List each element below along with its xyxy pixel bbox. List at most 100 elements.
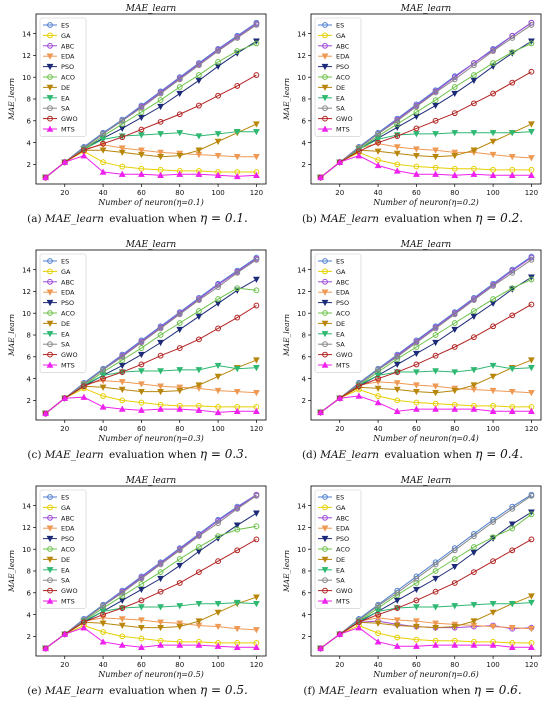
- series-line: [320, 617, 532, 649]
- x-tick-label: 60: [412, 661, 421, 669]
- data-point: [157, 103, 164, 111]
- data-point: [490, 60, 496, 66]
- x-tick-label: 40: [374, 425, 383, 433]
- legend-label: GWO: [336, 587, 353, 595]
- data-point: [413, 170, 420, 177]
- data-point: [215, 59, 221, 65]
- x-tick-label: 80: [450, 189, 459, 197]
- x-tick-label: 20: [60, 189, 69, 197]
- legend-item: MTS: [43, 597, 75, 606]
- legend-marker: [46, 289, 54, 296]
- legend-marker: [47, 587, 53, 594]
- legend-label: ABC: [61, 514, 75, 522]
- data-point: [195, 147, 203, 154]
- data-point: [470, 147, 478, 154]
- data-point: [490, 323, 496, 330]
- data-point: [253, 121, 260, 128]
- legend-item: ES: [318, 22, 344, 30]
- data-point: [157, 588, 164, 595]
- x-axis-label: Number of neuron(η=0.2): [372, 198, 479, 207]
- y-tick-label: 2: [302, 397, 306, 405]
- data-point: [176, 326, 184, 334]
- data-point: [253, 154, 260, 161]
- data-point: [413, 642, 420, 649]
- legend-marker: [46, 125, 54, 132]
- series-line: [320, 494, 532, 649]
- figure-caption: (a) MAE_learn evaluation when η = 0.1.: [0, 211, 275, 225]
- data-point: [138, 635, 145, 642]
- legend-marker: [322, 587, 328, 594]
- caption-title: MAE_learn: [44, 685, 104, 697]
- legend-marker: [47, 504, 53, 511]
- data-point: [215, 296, 221, 302]
- series-line: [320, 602, 532, 649]
- data-point: [42, 644, 49, 652]
- data-point: [528, 171, 535, 178]
- data-point: [176, 111, 183, 118]
- legend-label: ACO: [61, 310, 75, 318]
- data-point: [413, 339, 420, 346]
- data-point: [451, 344, 458, 350]
- data-point: [489, 535, 497, 542]
- data-point: [471, 544, 477, 550]
- data-point: [196, 72, 202, 78]
- data-point: [528, 357, 535, 364]
- data-point: [432, 97, 439, 103]
- legend-label: MTS: [61, 598, 75, 606]
- legend-marker: [322, 577, 328, 584]
- series-line: [45, 627, 257, 649]
- data-point: [118, 641, 126, 648]
- data-point: [451, 623, 459, 631]
- legend-label: GWO: [336, 351, 353, 359]
- x-tick-label: 60: [412, 189, 421, 197]
- data-point: [99, 638, 107, 645]
- data-point: [253, 40, 260, 47]
- data-point: [176, 620, 184, 627]
- figure-caption: (d) MAE_learn evaluation when η = 0.4.: [275, 447, 550, 461]
- data-point: [118, 362, 126, 370]
- x-tick-label: 120: [525, 425, 538, 433]
- series-line: [320, 71, 532, 178]
- caption-label: (d): [301, 449, 317, 461]
- legend-marker: [322, 74, 328, 80]
- y-tick-label: 14: [22, 266, 31, 274]
- legend-marker: [322, 32, 328, 39]
- legend-item: MTS: [43, 361, 75, 370]
- data-point: [528, 128, 535, 136]
- x-axis-label: Number of neuron(η=0.4): [372, 434, 479, 443]
- figure-caption: (c) MAE_learn evaluation when η = 0.3.: [0, 447, 275, 461]
- x-axis-label: Number of neuron(η=0.1): [97, 198, 204, 207]
- data-point: [432, 332, 439, 338]
- data-point: [451, 405, 459, 412]
- legend-marker: [47, 258, 53, 264]
- data-point: [119, 163, 126, 170]
- legend-marker: [321, 125, 329, 132]
- data-point: [214, 623, 222, 631]
- data-point: [490, 558, 496, 565]
- y-tick-label: 6: [302, 353, 307, 361]
- y-tick-label: 6: [302, 589, 307, 597]
- y-axis-label: MAE_learn: [282, 314, 291, 357]
- legend-label: ABC: [336, 278, 350, 286]
- chart-title: MAE_learn: [400, 240, 452, 250]
- data-point: [394, 605, 401, 611]
- legend-marker: [47, 42, 53, 49]
- data-point: [119, 357, 126, 363]
- data-point: [99, 168, 107, 175]
- data-point: [253, 510, 260, 517]
- caption-label: (a): [27, 213, 42, 225]
- data-point: [508, 407, 516, 414]
- data-point: [176, 130, 184, 137]
- legend-marker: [46, 299, 54, 307]
- legend-label: MTS: [61, 126, 75, 134]
- data-point: [195, 170, 203, 177]
- caption-text: evaluation when: [384, 449, 472, 461]
- data-point: [100, 366, 106, 373]
- legend-item: DE: [318, 556, 345, 564]
- legend-item: PSO: [318, 63, 349, 71]
- data-point: [470, 382, 478, 389]
- legend-marker: [321, 331, 329, 338]
- data-point: [196, 62, 202, 69]
- legend-marker: [322, 22, 328, 28]
- x-tick-label: 60: [137, 189, 146, 197]
